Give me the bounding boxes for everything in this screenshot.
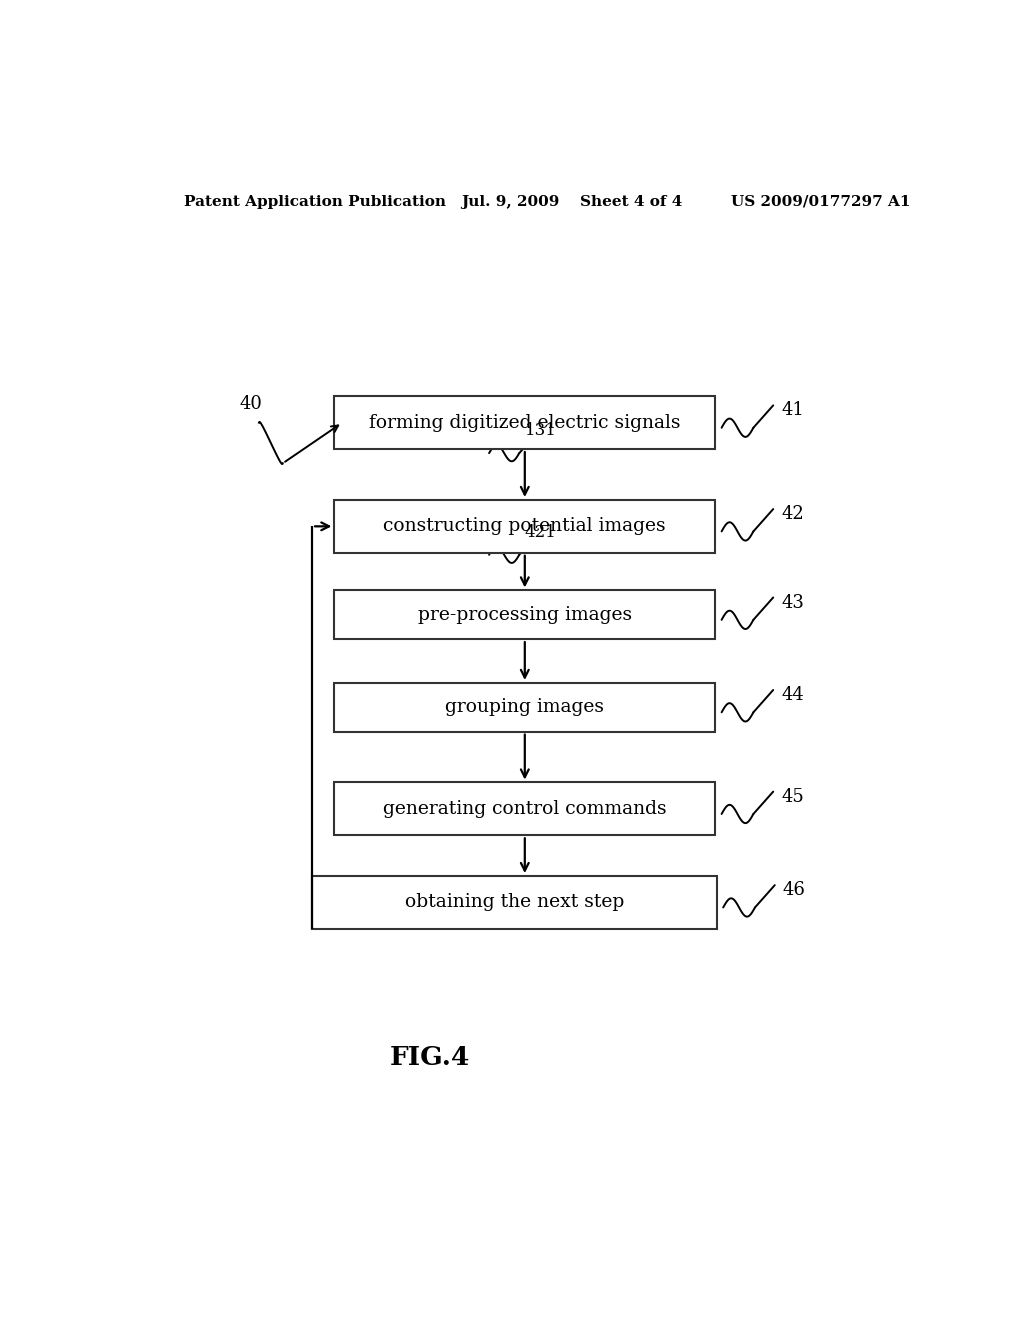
Text: 44: 44 xyxy=(781,686,804,704)
Text: 41: 41 xyxy=(781,401,804,420)
Text: Jul. 9, 2009: Jul. 9, 2009 xyxy=(461,195,560,209)
Bar xyxy=(334,500,715,553)
Text: obtaining the next step: obtaining the next step xyxy=(404,894,625,911)
Bar xyxy=(334,590,715,639)
Text: 131: 131 xyxy=(524,422,557,440)
Text: US 2009/0177297 A1: US 2009/0177297 A1 xyxy=(731,195,910,209)
Text: constructing potential images: constructing potential images xyxy=(383,517,667,536)
Text: Sheet 4 of 4: Sheet 4 of 4 xyxy=(581,195,683,209)
Bar xyxy=(312,876,717,929)
Text: 45: 45 xyxy=(781,788,804,805)
Text: 40: 40 xyxy=(240,396,262,413)
Text: pre-processing images: pre-processing images xyxy=(418,606,632,624)
Text: generating control commands: generating control commands xyxy=(383,800,667,818)
Text: grouping images: grouping images xyxy=(445,698,604,717)
Bar xyxy=(334,396,715,449)
Text: 43: 43 xyxy=(781,594,804,611)
Bar xyxy=(334,682,715,731)
Text: FIG.4: FIG.4 xyxy=(389,1045,470,1071)
Bar xyxy=(334,783,715,836)
Text: Patent Application Publication: Patent Application Publication xyxy=(183,195,445,209)
Text: 42: 42 xyxy=(781,506,804,523)
Text: 421: 421 xyxy=(524,524,557,541)
Text: forming digitized electric signals: forming digitized electric signals xyxy=(369,413,681,432)
Text: 46: 46 xyxy=(782,882,806,899)
